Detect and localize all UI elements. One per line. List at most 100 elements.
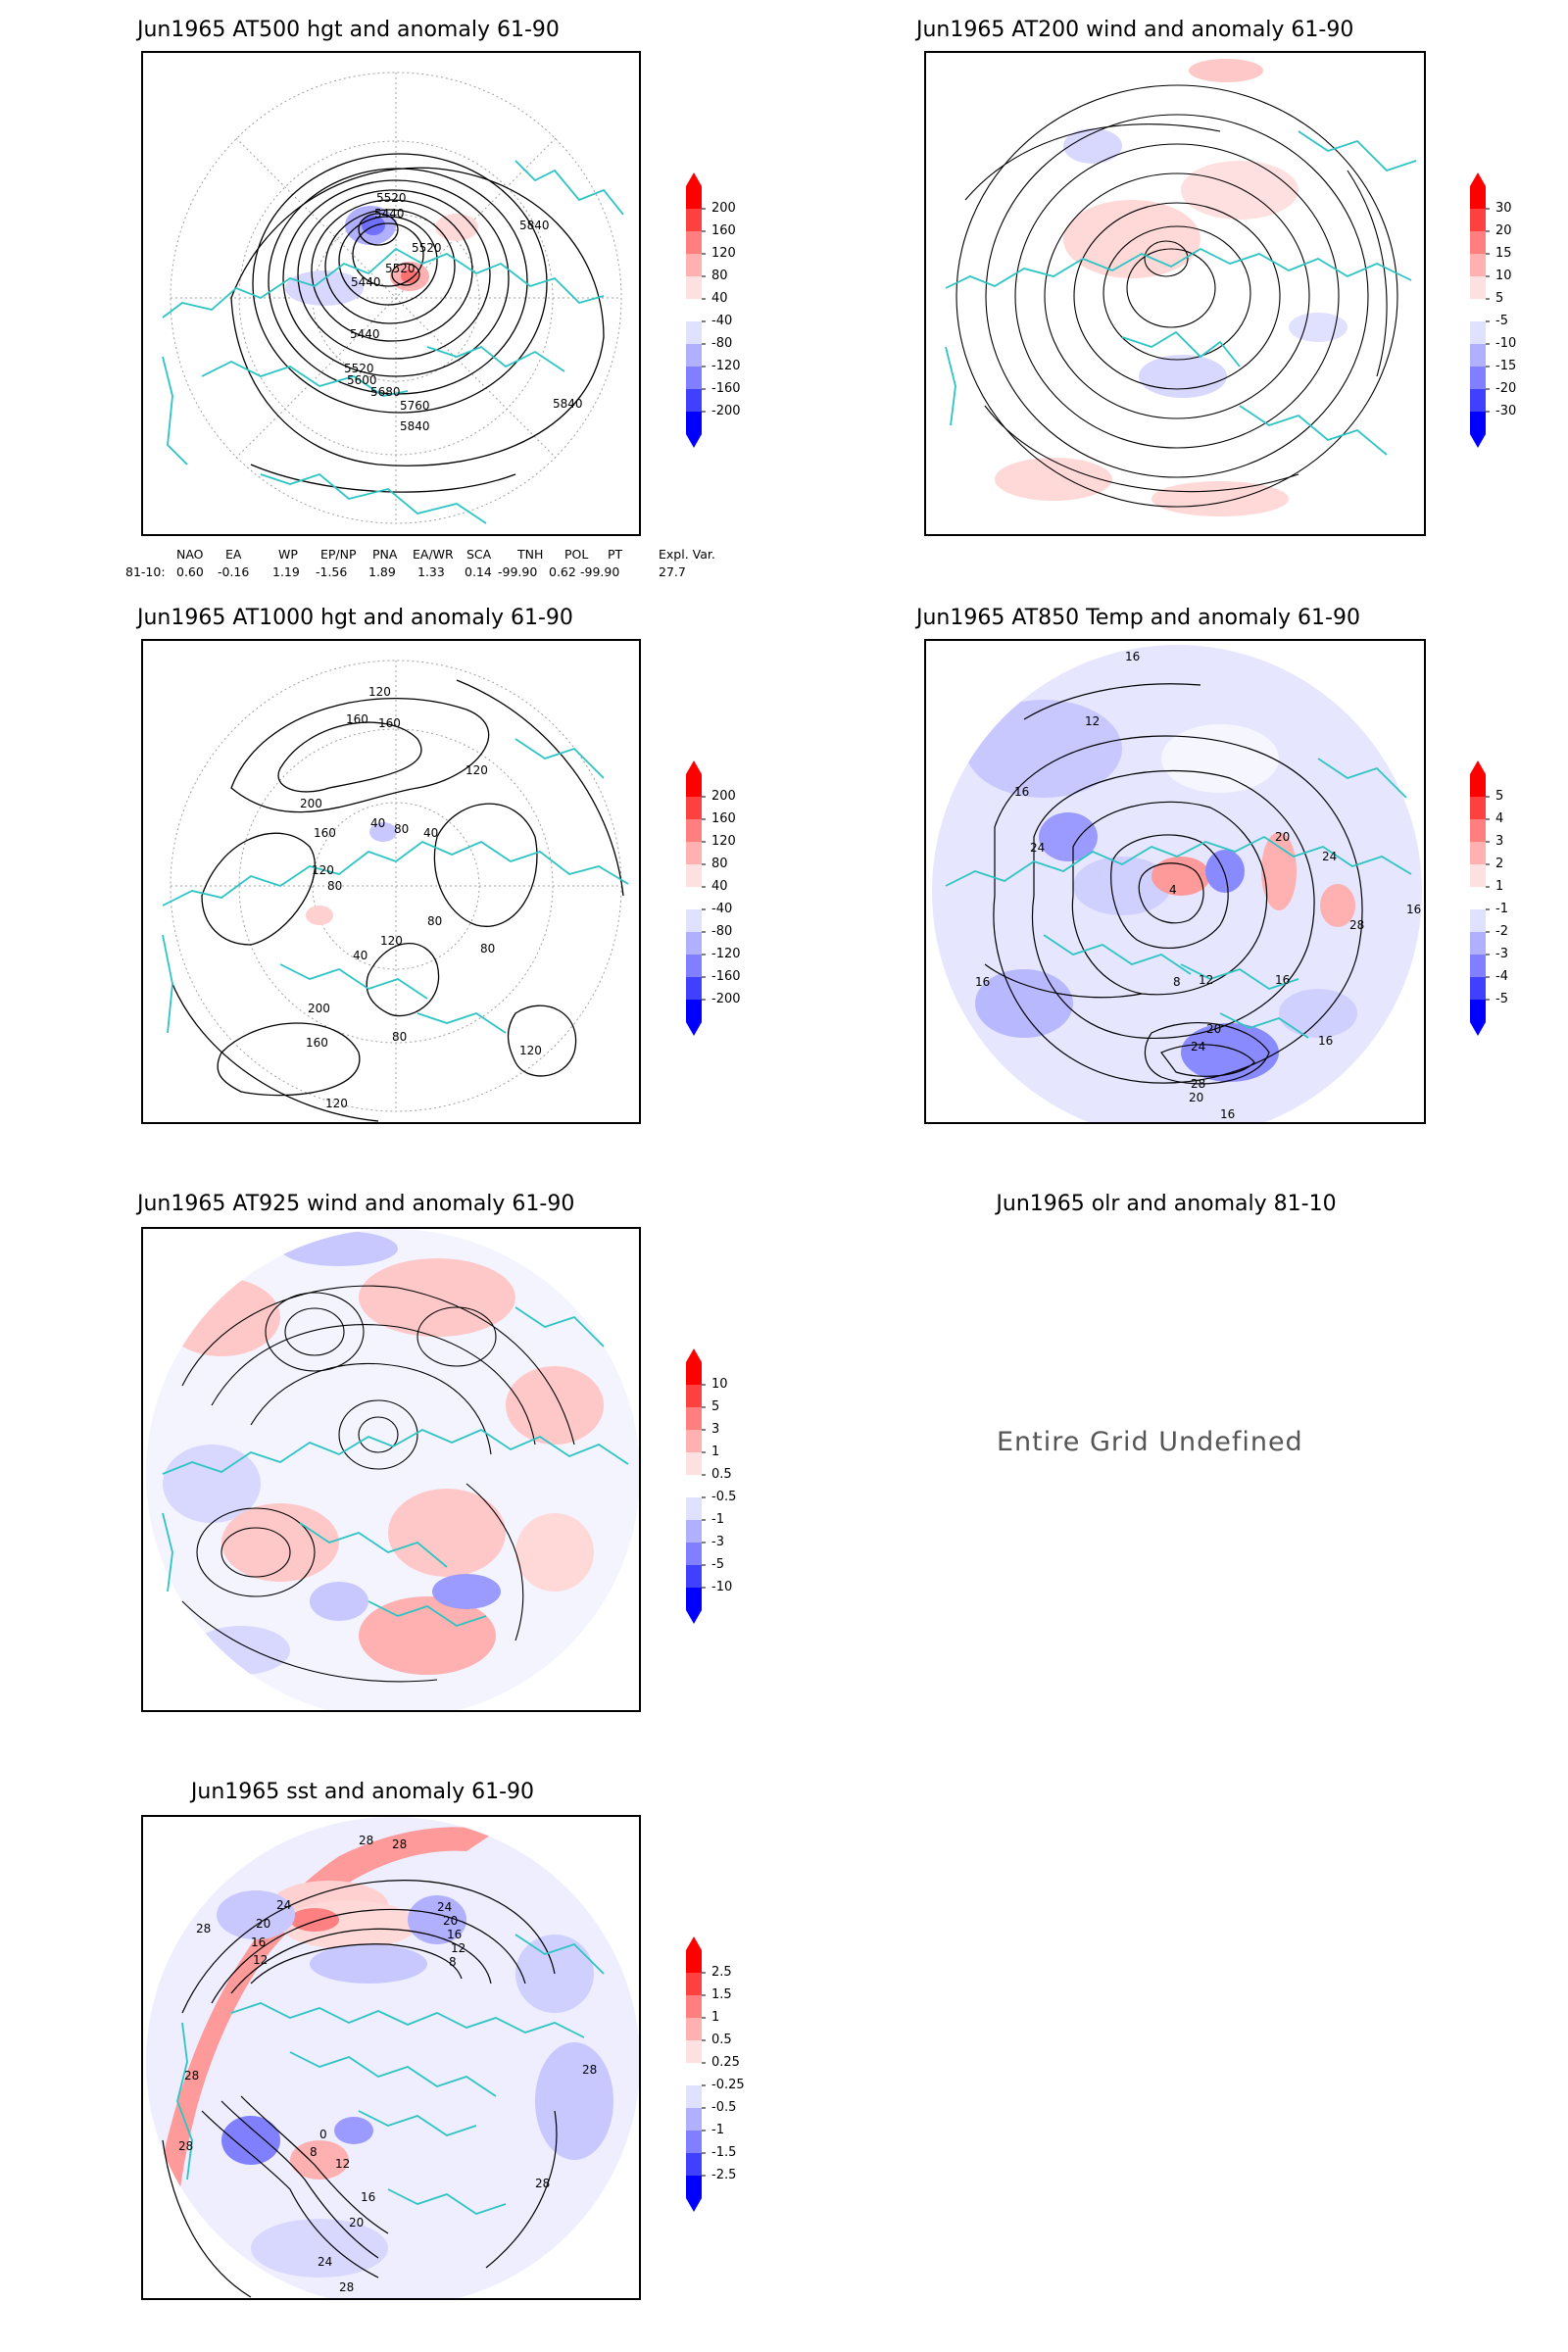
colorbar-swatch <box>686 2108 702 2131</box>
colorbar-swatch <box>686 1362 702 1385</box>
polar-grid <box>170 660 622 1112</box>
map-at500: 5520 5440 5520 5520 5440 5440 5520 5600 … <box>141 51 641 536</box>
contour-label: 16 <box>447 1928 462 1941</box>
contour-label: 8 <box>449 1955 457 1969</box>
contour-label: 28 <box>196 1922 211 1936</box>
colorbar-at1000: 200 160 120 80 40 -40 -80 -120 -160 -200 <box>686 760 774 1036</box>
colorbar-max-arrow <box>686 172 702 186</box>
coastlines <box>162 160 624 524</box>
colorbar-swatch <box>1470 231 1486 254</box>
contour-label: 40 <box>370 816 385 830</box>
colorbar-tick-label: 160 <box>711 811 736 826</box>
contour-label: 16 <box>1318 1034 1333 1048</box>
contour-labels: 28 28 28 24 20 16 12 24 20 16 12 8 28 28… <box>178 1834 597 2294</box>
colorbar-tick-label: 10 <box>1495 269 1512 283</box>
contour-label: 5520 <box>385 262 416 275</box>
colorbar-swatch <box>686 389 702 412</box>
contour-label: 16 <box>1014 785 1029 799</box>
colorbar-swatch <box>686 1000 702 1022</box>
colorbar-svg <box>686 172 706 448</box>
colorbar-tick-label: -5 <box>1495 314 1508 328</box>
colorbar-tick-label: 200 <box>711 201 736 216</box>
colorbar-swatch <box>686 1995 702 2018</box>
olr-undefined-message: Entire Grid Undefined <box>997 1427 1303 1457</box>
colorbar-tick-label: -3 <box>1495 947 1508 961</box>
index-value-tnh: -99.90 <box>498 564 538 579</box>
colorbar-swatch <box>686 864 702 887</box>
contour-label: 12 <box>1199 973 1213 987</box>
colorbar-swatch <box>686 344 702 367</box>
colorbar-tick-label: 10 <box>711 1377 728 1392</box>
anomaly-shading <box>146 1229 639 1710</box>
contour-label: 12 <box>451 1941 466 1955</box>
contour-label: 12 <box>1085 714 1100 728</box>
contour-label: 40 <box>423 826 438 840</box>
contour-label: 5680 <box>370 385 401 399</box>
colorbar-tick-label: -1 <box>711 1512 724 1527</box>
contour-label: 16 <box>361 2190 375 2204</box>
contour-label: 16 <box>1125 650 1140 663</box>
contour-label: 200 <box>300 797 322 810</box>
contour-label: 28 <box>1349 918 1364 932</box>
index-value-pt: -99.90 <box>580 564 620 579</box>
coastlines <box>162 738 629 1034</box>
contour-label: 16 <box>1220 1107 1235 1121</box>
contour-labels: 120 160 160 200 120 40 80 160 120 80 40 … <box>300 685 542 1110</box>
colorbar-tick-label: 80 <box>711 269 728 283</box>
colorbar-min-arrow <box>686 434 702 448</box>
contour-label: 5440 <box>351 275 381 289</box>
contour-label: 0 <box>319 2128 327 2141</box>
polar-grid <box>170 72 622 524</box>
colorbar-tick-label: -200 <box>711 992 741 1006</box>
index-header-epnp: EP/NP <box>320 547 357 562</box>
contour-label: 16 <box>975 975 990 989</box>
colorbar-swatch <box>686 1475 702 1497</box>
colorbar-tick-label: -0.5 <box>711 1490 737 1504</box>
anomaly-shading <box>932 645 1422 1122</box>
colorbar-min-arrow <box>1470 1022 1486 1036</box>
height-contours <box>230 153 605 493</box>
panel-title-at1000: Jun1965 AT1000 hgt and anomaly 61-90 <box>137 606 573 630</box>
index-header-nao: NAO <box>176 547 204 562</box>
contour-label: 28 <box>339 2280 354 2294</box>
colorbar-tick-label: -5 <box>711 1557 724 1572</box>
contour-label: 28 <box>1191 1077 1205 1091</box>
colorbar-tick-label: 40 <box>711 291 728 306</box>
colorbar-swatch <box>1470 909 1486 932</box>
index-header-eawr: EA/WR <box>413 547 454 562</box>
contour-label: 24 <box>318 2255 332 2269</box>
colorbar-swatch <box>686 321 702 344</box>
colorbar-tick-label: -5 <box>1495 992 1508 1006</box>
colorbar-swatch <box>686 1407 702 1430</box>
colorbar-swatch <box>1470 864 1486 887</box>
colorbar-swatch <box>686 1385 702 1407</box>
contour-label: 8 <box>1173 975 1181 989</box>
contour-label: 16 <box>1275 973 1290 987</box>
colorbar-swatch <box>1470 389 1486 412</box>
colorbar-tick-label: -120 <box>711 947 741 961</box>
colorbar-swatch <box>686 186 702 209</box>
contour-label: 120 <box>380 934 403 948</box>
colorbar-tick-label: -20 <box>1495 381 1517 396</box>
colorbar-swatch <box>686 1520 702 1543</box>
contour-label: 5520 <box>412 241 442 255</box>
colorbar-swatch <box>686 2131 702 2153</box>
contour-label: 80 <box>392 1030 407 1044</box>
colorbar-max-arrow <box>686 1936 702 1950</box>
colorbar-tick-label: 3 <box>711 1422 720 1437</box>
colorbar-tick-label: -15 <box>1495 359 1517 373</box>
contour-label: 20 <box>1189 1091 1203 1104</box>
contour-label: 20 <box>1275 830 1290 844</box>
index-header-pt: PT <box>608 547 623 562</box>
index-value-wp: 1.19 <box>272 564 300 579</box>
colorbar-swatch <box>1470 254 1486 276</box>
map-at500-svg: 5520 5440 5520 5520 5440 5440 5520 5600 … <box>162 72 624 524</box>
index-value-sca: 0.14 <box>465 564 492 579</box>
colorbar-tick-label: -10 <box>711 1580 733 1594</box>
colorbar-swatch <box>686 842 702 864</box>
contour-labels: 16 12 16 24 20 24 4 8 12 16 28 16 20 24 … <box>975 650 1421 1121</box>
panel-title-at925: Jun1965 AT925 wind and anomaly 61-90 <box>137 1192 575 1216</box>
colorbar-tick-label: 120 <box>711 246 736 261</box>
colorbar-tick-label: -2.5 <box>711 2168 737 2182</box>
colorbar-tick-label: 200 <box>711 789 736 804</box>
